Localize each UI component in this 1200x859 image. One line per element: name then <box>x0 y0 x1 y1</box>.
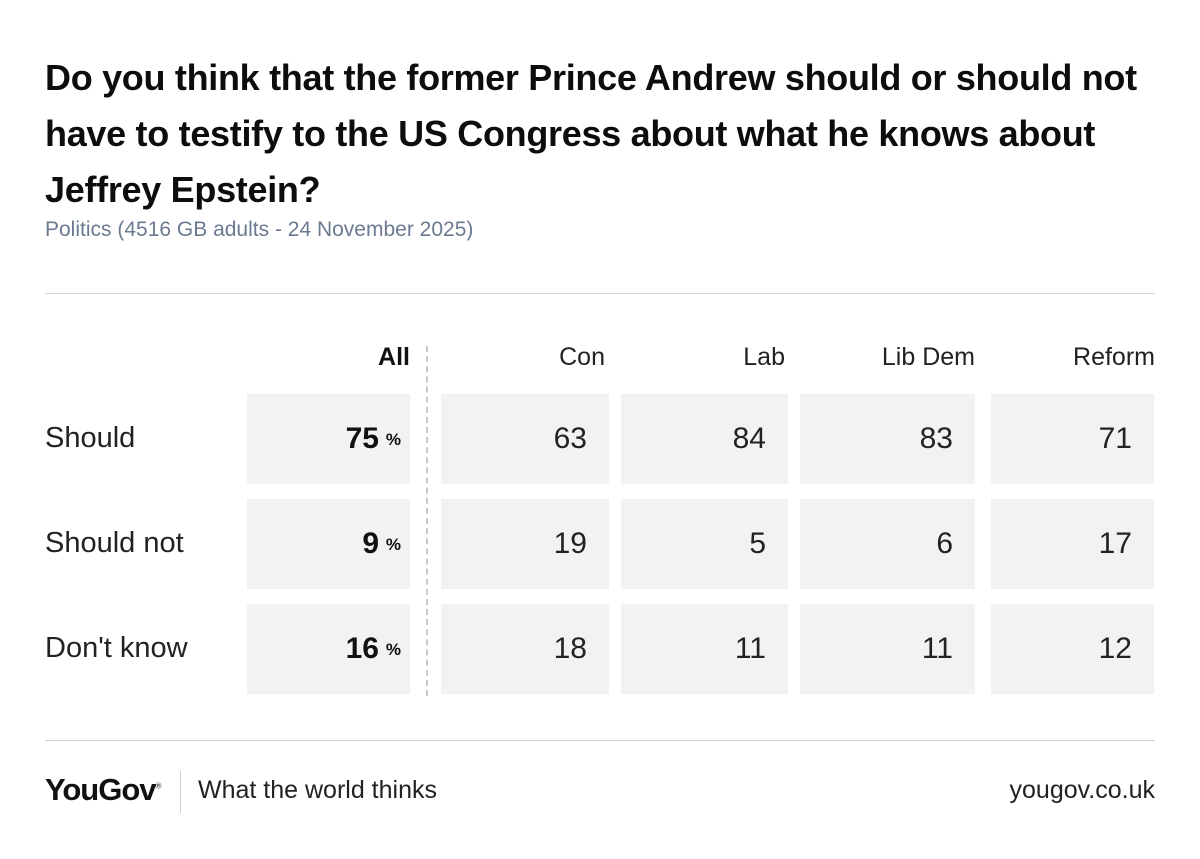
cell-value: 12 <box>1098 632 1132 665</box>
cell-don-t-know-all: 16% <box>247 604 410 694</box>
column-header-con: Con <box>559 343 605 371</box>
row-label-should: Should <box>45 422 136 454</box>
cell-value: 17 <box>1098 527 1132 560</box>
chart-subtitle: Politics (4516 GB adults - 24 November 2… <box>45 218 474 241</box>
column-header-lib-dem: Lib Dem <box>881 343 975 371</box>
cell-don-t-know-con: 18 <box>441 604 609 694</box>
cell-should-not-lib-dem: 6 <box>800 499 975 589</box>
cell-don-t-know-lab: 11 <box>621 604 788 694</box>
yougov-logo[interactable]: YouGov® <box>45 772 161 808</box>
bottom-divider <box>45 740 1155 741</box>
column-header-all: All <box>378 343 410 371</box>
cell-value: 75 <box>345 422 379 455</box>
cell-value: 11 <box>734 632 766 665</box>
cell-should-not-reform: 17 <box>991 499 1154 589</box>
registered-mark-icon: ® <box>155 781 162 791</box>
footer-url[interactable]: yougov.co.uk <box>1009 776 1155 804</box>
cell-should-reform: 71 <box>991 394 1154 484</box>
footer-tagline: What the world thinks <box>198 776 437 804</box>
all-column-divider <box>426 346 428 696</box>
top-divider <box>45 293 1155 294</box>
cell-don-t-know-reform: 12 <box>991 604 1154 694</box>
cell-should-lab: 84 <box>621 394 788 484</box>
cell-should-all: 75% <box>247 394 410 484</box>
cell-should-not-all: 9% <box>247 499 410 589</box>
cell-value: 18 <box>553 632 587 665</box>
cell-value: 84 <box>732 422 766 455</box>
cell-value: 83 <box>919 422 953 455</box>
percent-sign: % <box>385 430 401 449</box>
column-header-reform: Reform <box>1073 343 1155 371</box>
cell-value: 5 <box>749 527 766 560</box>
row-label-don-t-know: Don't know <box>45 632 188 664</box>
footer-separator <box>180 771 181 813</box>
cell-value: 19 <box>553 527 587 560</box>
cell-should-lib-dem: 83 <box>800 394 975 484</box>
cell-should-not-con: 19 <box>441 499 609 589</box>
cell-value: 6 <box>936 527 953 560</box>
cell-value: 71 <box>1098 422 1132 455</box>
yougov-logo-text: YouGov <box>45 772 157 807</box>
row-label-should-not: Should not <box>45 527 184 559</box>
chart-title: Do you think that the former Prince Andr… <box>45 57 1137 210</box>
column-header-lab: Lab <box>743 343 785 371</box>
cell-value: 63 <box>553 422 587 455</box>
cell-should-con: 63 <box>441 394 609 484</box>
cell-value: 11 <box>921 632 953 665</box>
cell-value: 16 <box>345 632 379 665</box>
cell-should-not-lab: 5 <box>621 499 788 589</box>
cell-value: 9 <box>362 527 379 560</box>
percent-sign: % <box>385 535 401 554</box>
cell-don-t-know-lib-dem: 11 <box>800 604 975 694</box>
percent-sign: % <box>385 640 401 659</box>
